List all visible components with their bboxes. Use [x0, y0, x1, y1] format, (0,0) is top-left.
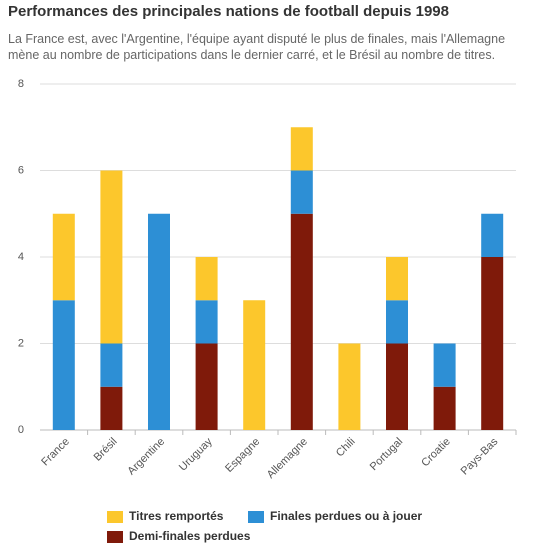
bar-segment: [148, 213, 170, 430]
bar-segment: [52, 213, 75, 301]
x-tick-label: France: [39, 436, 72, 469]
x-tick-label: Argentine: [125, 436, 167, 478]
bar-segment: [195, 257, 218, 301]
bar-segment: [481, 257, 504, 430]
y-tick-label: 4: [18, 251, 24, 263]
legend: Titres remportés Finales perdues ou à jou…: [107, 509, 422, 543]
bar-segment: [433, 343, 456, 387]
x-tick-label: Portugal: [368, 436, 405, 473]
bar-segment: [195, 343, 218, 430]
bar-segment: [290, 213, 313, 430]
bar-segment: [386, 300, 408, 344]
bar-segment: [290, 127, 313, 171]
bar-segment: [100, 386, 123, 430]
chart-title: Performances des principales nations de …: [8, 3, 449, 20]
legend-label: Titres remportés: [129, 509, 224, 523]
legend-label: Demi-finales perdues: [129, 529, 251, 543]
y-tick-label: 8: [18, 78, 24, 90]
legend-swatch: [107, 531, 123, 543]
bar-segment: [195, 300, 218, 344]
legend-swatch: [107, 511, 123, 523]
x-tick-label: Chili: [334, 436, 358, 460]
bar-segment: [243, 300, 266, 430]
y-tick-label: 6: [18, 164, 24, 176]
legend-label: Finales perdues ou à jouer: [270, 509, 422, 523]
x-tick-label: Croatie: [419, 436, 453, 470]
bar-segment: [433, 386, 456, 430]
x-tick-label: Brésil: [92, 436, 120, 464]
x-tick-label: Pays-Bas: [459, 435, 501, 477]
bar-segment: [386, 257, 408, 301]
bar-segment: [100, 170, 123, 344]
legend-swatch: [248, 511, 264, 523]
x-tick-label: Allemagne: [265, 436, 310, 481]
chart-subtitle: La France est, avec l'Argentine, l'équip…: [8, 32, 506, 62]
bar-segment: [338, 343, 361, 430]
y-tick-label: 0: [18, 424, 24, 436]
x-tick-label: Uruguay: [177, 435, 215, 473]
bar-segment: [481, 213, 504, 257]
x-tick-label: Espagne: [223, 436, 262, 475]
bar-segment: [100, 343, 123, 387]
bar-segment: [386, 343, 408, 430]
bar-segment: [52, 300, 75, 430]
y-tick-label: 2: [18, 337, 24, 349]
bar-segment: [290, 170, 313, 214]
